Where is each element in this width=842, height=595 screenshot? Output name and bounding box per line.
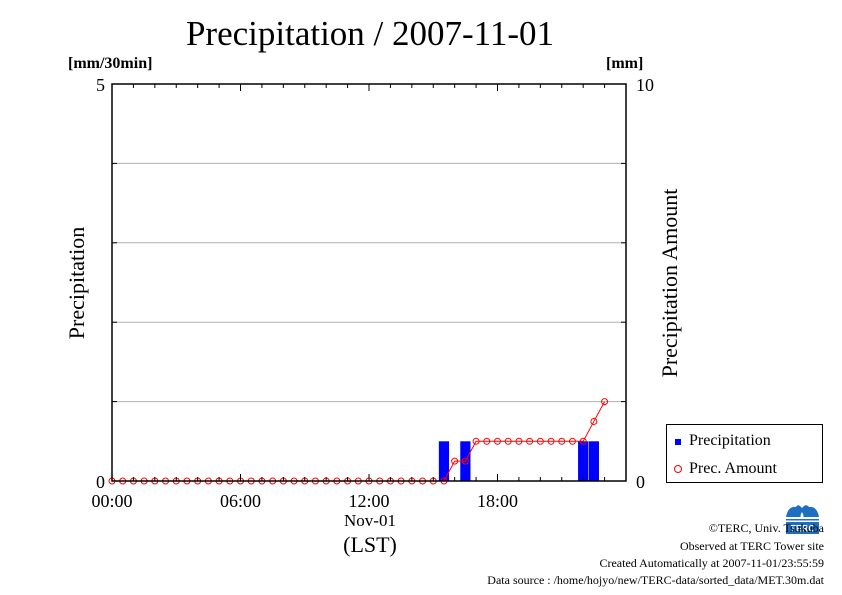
amount-point — [461, 457, 469, 465]
legend: Precipitation Prec. Amount — [666, 424, 823, 483]
svg-text:TERC: TERC — [790, 524, 815, 534]
footer-created: Created Automatically at 2007-11-01/23:5… — [599, 556, 824, 570]
grid-lines — [112, 162, 626, 403]
amount-point — [451, 457, 459, 465]
y-left-tick-label: 0 — [96, 472, 105, 492]
y-right-tick-label: 10 — [636, 75, 654, 95]
terc-logo-icon: TERC — [786, 505, 819, 534]
legend-item-prec-amount: Prec. Amount — [667, 458, 822, 478]
chart-title: Precipitation / 2007-11-01 — [185, 14, 555, 53]
amount-point — [536, 437, 544, 445]
footer-source: Data source : /home/hojyo/new/TERC-data/… — [487, 573, 824, 587]
x-date-label: Nov-01 — [344, 511, 396, 530]
amount-point — [515, 437, 523, 445]
amount-point — [568, 437, 576, 445]
x-axis-label: (LST) — [343, 532, 397, 557]
precipitation-amount-line — [108, 398, 609, 485]
x-tick-label: 18:00 — [477, 491, 518, 511]
amount-point — [590, 417, 598, 425]
footer-site: Observed at TERC Tower site — [679, 539, 824, 553]
circle-marker-icon — [674, 465, 682, 473]
x-tick-label: 12:00 — [348, 491, 389, 511]
precipitation-bar — [588, 441, 599, 481]
axis-ticks: 00:00 06:00 12:00 18:00 0 5 0 10 — [91, 75, 654, 511]
x-tick-label: 00:00 — [91, 491, 132, 511]
footer-copyright: ©TERC, Univ. Tsukuba — [708, 521, 824, 535]
amount-point — [472, 437, 480, 445]
amount-point — [558, 437, 566, 445]
legend-item-precipitation: Precipitation — [667, 430, 822, 450]
amount-point — [504, 437, 512, 445]
y-right-tick-label: 0 — [636, 472, 645, 492]
legend-label: Precipitation — [689, 432, 771, 449]
legend-label: Prec. Amount — [689, 460, 777, 477]
y-left-tick-label: 5 — [96, 75, 105, 95]
amount-line — [112, 401, 606, 482]
amount-point — [494, 437, 501, 445]
amount-point — [526, 437, 534, 445]
amount-point — [579, 437, 587, 445]
amount-point — [601, 398, 609, 406]
precipitation-bar — [438, 441, 450, 481]
right-axis-unit: [mm] — [606, 55, 644, 72]
precipitation-bar — [578, 441, 589, 481]
square-marker-icon — [675, 439, 681, 445]
plot-frame — [111, 83, 627, 482]
amount-point — [547, 437, 555, 445]
x-tick-label: 06:00 — [220, 491, 261, 511]
amount-point — [483, 437, 491, 445]
left-axis-unit: [mm/30min] — [68, 55, 153, 72]
